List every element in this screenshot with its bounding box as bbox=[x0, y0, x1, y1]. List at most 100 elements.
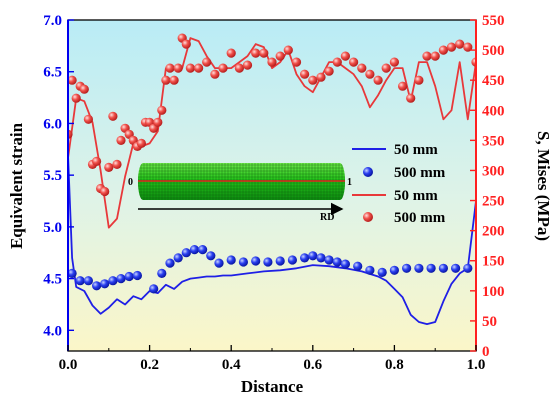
stress-scatter-point bbox=[194, 63, 204, 73]
strain-scatter-point bbox=[181, 248, 191, 258]
y-right-tick-label: 150 bbox=[482, 254, 505, 270]
strain-scatter-point bbox=[251, 256, 261, 266]
y-right-tick-label: 300 bbox=[482, 163, 505, 179]
strain-scatter-point bbox=[124, 271, 134, 282]
strain-line-line bbox=[68, 154, 476, 325]
inset-cylinder: 0 1 RD bbox=[128, 163, 352, 223]
stress-scatter-point bbox=[324, 66, 334, 76]
strain-scatter-point bbox=[173, 253, 183, 263]
stress-scatter-point bbox=[251, 48, 261, 58]
stress-scatter-point bbox=[71, 93, 81, 103]
stress-scatter-point bbox=[161, 75, 171, 85]
strain-scatter-point bbox=[275, 256, 285, 266]
strain-scatter-point bbox=[198, 245, 208, 255]
strain-scatter-point bbox=[75, 276, 85, 286]
y-right-tick-label: 250 bbox=[482, 194, 505, 210]
x-tick-label: 0.0 bbox=[59, 357, 78, 373]
y-right-tick-label: 200 bbox=[482, 224, 505, 240]
stress-scatter-point bbox=[267, 57, 277, 67]
y-right-tick-label: 550 bbox=[482, 13, 505, 29]
stress-scatter-point bbox=[104, 162, 114, 172]
y-left-tick-label: 5.5 bbox=[43, 168, 62, 184]
stress-scatter-point bbox=[275, 51, 285, 61]
strain-scatter-point bbox=[132, 270, 142, 281]
strain-scatter-point bbox=[214, 258, 224, 268]
right-axis-label: S, Mises (MPa) bbox=[534, 131, 550, 241]
stress-scatter-point bbox=[398, 81, 408, 91]
strain-scatter-point bbox=[92, 281, 102, 291]
strain-scatter-point bbox=[365, 265, 375, 275]
y-left-tick-label: 5.0 bbox=[43, 220, 62, 236]
stress-scatter-point bbox=[455, 39, 465, 49]
stress-scatter-point bbox=[210, 69, 220, 79]
stress-scatter-point bbox=[92, 156, 102, 166]
stress-scatter-point bbox=[308, 75, 318, 85]
strain-scatter-point bbox=[165, 258, 175, 268]
inset-label-left: 0 bbox=[128, 177, 133, 188]
strain-scatter-point bbox=[263, 257, 273, 267]
y-right-tick-label: 500 bbox=[482, 43, 505, 59]
axes-layer: 0.0 0.2 0.4 0.6 0.8 1.0 4.0 4.5 5.0 5.5 6.0 6.5 7.0 0… bbox=[43, 13, 504, 373]
y-right-tick-label: 450 bbox=[482, 73, 505, 89]
stress-scatter-point bbox=[283, 45, 293, 55]
stress-scatter-point bbox=[153, 117, 163, 127]
strain-scatter-point bbox=[377, 267, 387, 277]
stress-scatter-point bbox=[471, 57, 476, 67]
x-tick-label: 0.8 bbox=[385, 357, 404, 373]
strain-scatter-point bbox=[108, 276, 118, 286]
left-axis-label: Equivalent strain bbox=[7, 122, 26, 249]
stress-scatter-point bbox=[100, 186, 110, 197]
stress-scatter-point bbox=[218, 63, 228, 73]
stress-scatter-point bbox=[406, 93, 416, 103]
strain-scatter-point bbox=[157, 268, 167, 278]
strain-scatter-point bbox=[414, 263, 424, 273]
stress-scatter-point bbox=[414, 75, 424, 85]
legend-strain-scatter-swatch bbox=[363, 167, 373, 177]
stress-scatter-point bbox=[242, 60, 253, 70]
legend-stress-scatter-swatch bbox=[363, 212, 373, 222]
strain-scatter-point bbox=[324, 255, 334, 265]
stress-scatter-point bbox=[365, 69, 375, 79]
strain-scatter-point bbox=[68, 268, 77, 278]
stress-scatter-point bbox=[202, 57, 212, 67]
stress-scatter-point bbox=[108, 111, 118, 121]
strain-scatter-point bbox=[287, 255, 297, 265]
stress-scatter-point bbox=[68, 129, 73, 139]
strain-scatter-point bbox=[100, 279, 110, 289]
y-left-tick-label: 7.0 bbox=[43, 13, 62, 29]
strain-scatter-point bbox=[308, 251, 318, 261]
strain-scatter-point bbox=[451, 263, 461, 273]
strain-scatter-point bbox=[389, 265, 399, 275]
x-tick-label: 0.4 bbox=[222, 357, 241, 373]
strain-scatter-point bbox=[238, 257, 248, 267]
legend-stress-scatter-label: 500 mm bbox=[394, 210, 446, 226]
strain-scatter-point bbox=[340, 259, 350, 269]
y-right-tick-label: 350 bbox=[482, 133, 505, 149]
strain-scatter-point bbox=[116, 274, 126, 284]
strain-scatter-point bbox=[316, 253, 326, 263]
inset-rd-label: RD bbox=[320, 212, 334, 223]
stress-scatter-point bbox=[340, 51, 350, 61]
stress-scatter-point bbox=[68, 75, 77, 85]
legend-stress-line-label: 50 mm bbox=[394, 188, 438, 204]
stress-scatter-point bbox=[83, 114, 93, 124]
stress-scatter-point bbox=[116, 135, 126, 145]
stress-scatter-point bbox=[136, 138, 146, 148]
stress-scatter-point bbox=[332, 57, 342, 67]
stress-scatter-point bbox=[259, 48, 269, 58]
x-tick-label: 0.2 bbox=[140, 357, 159, 373]
y-left-tick-label: 6.5 bbox=[43, 65, 62, 81]
x-tick-label: 0.6 bbox=[303, 357, 322, 373]
legend-strain-line-label: 50 mm bbox=[394, 142, 438, 158]
x-axis-label: Distance bbox=[241, 377, 304, 396]
stress-scatter-point bbox=[422, 51, 432, 61]
inset-label-right: 1 bbox=[347, 177, 352, 188]
stress-scatter-point bbox=[373, 75, 383, 85]
stress-scatter-point bbox=[381, 63, 391, 73]
stress-scatter-point bbox=[291, 57, 302, 67]
y-right-tick-label: 0 bbox=[482, 344, 490, 360]
strain-scatter-point bbox=[353, 261, 363, 271]
stress-scatter-point bbox=[169, 75, 179, 85]
stress-scatter-point bbox=[181, 39, 191, 49]
stress-scatter-point bbox=[357, 63, 367, 73]
